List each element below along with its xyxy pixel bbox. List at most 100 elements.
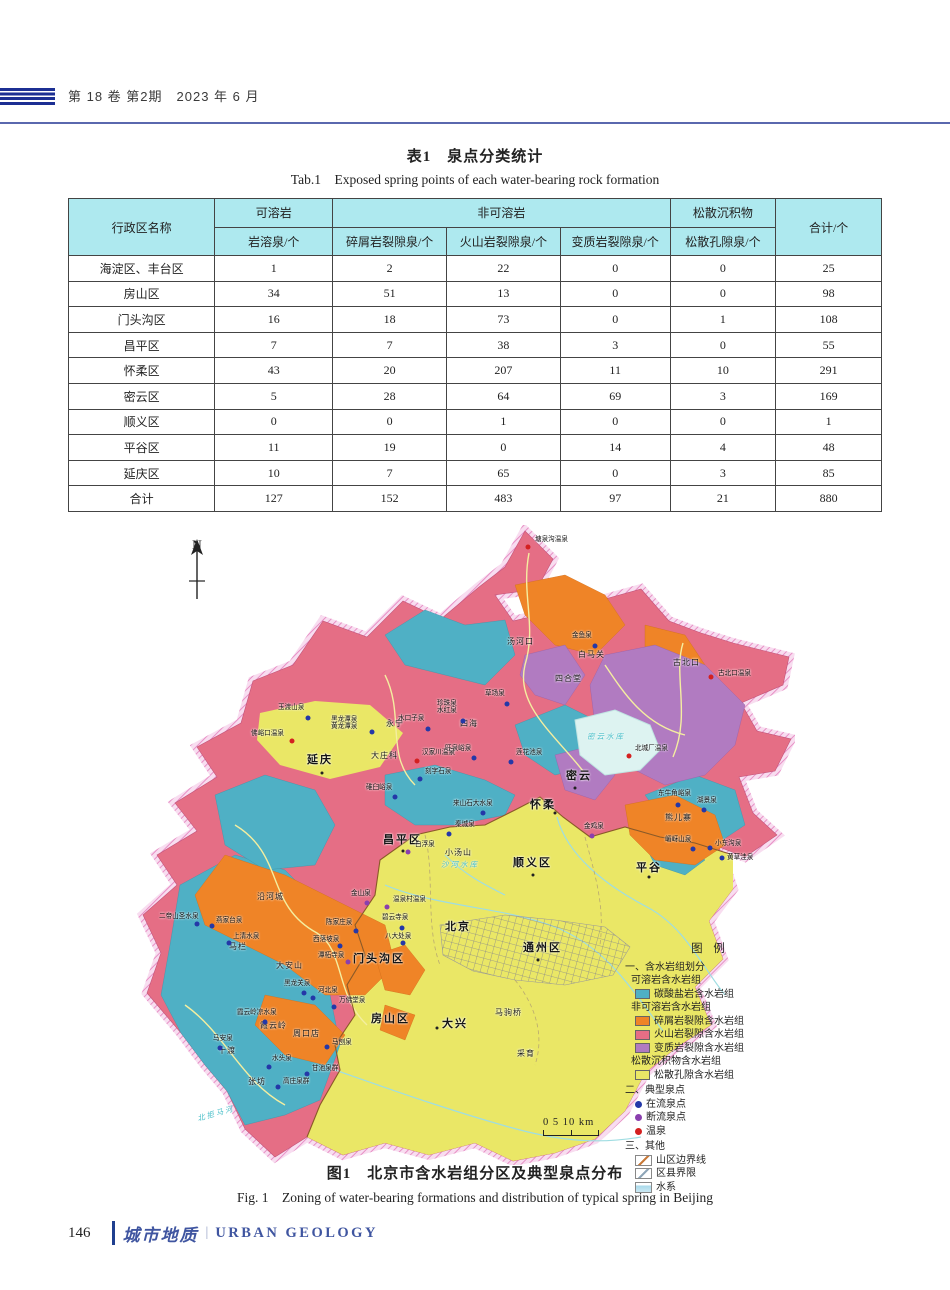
legend-item-label: 山区边界线	[656, 1154, 706, 1166]
table-cell: 69	[559, 382, 671, 410]
legend-county-swatch	[635, 1168, 652, 1180]
legend-section-heading: 三、其他	[625, 1141, 665, 1152]
table-cell: 1	[669, 306, 777, 333]
table-row: 怀柔区 43 20 207 11 10 291	[67, 357, 882, 384]
table-cell: 11	[214, 434, 334, 461]
table-cell: 152	[332, 485, 448, 512]
table-cell: 昌平区	[67, 331, 216, 359]
table-cell: 20	[332, 357, 448, 384]
table-cell: 0	[669, 255, 777, 282]
journal-logo-cn: 城市地质	[122, 1225, 199, 1245]
legend-item-label: 水系	[656, 1181, 676, 1193]
legend-item-label: 碎屑岩裂隙含水岩组	[654, 1015, 744, 1027]
legend-swatch	[635, 1029, 650, 1040]
table-cell: 55	[775, 331, 882, 359]
col-group-insoluble: 非可溶岩	[332, 198, 671, 228]
legend-swatch	[635, 1070, 650, 1081]
scale-label: 0 5 10 km	[543, 1117, 595, 1128]
legend-item-label: 变质岩裂隙含水岩组	[654, 1042, 744, 1054]
table-row: 房山区 34 51 13 0 0 98	[67, 280, 882, 308]
table-row: 密云区 5 28 64 69 3 169	[67, 382, 882, 410]
table-cell: 127	[214, 485, 334, 512]
table-row: 平谷区 11 19 0 14 4 48	[67, 434, 882, 461]
table-cell: 顺义区	[67, 408, 216, 436]
journal-issue-line: 第 18 卷 第2期 2023 年 6 月	[68, 89, 260, 104]
table-cell: 291	[775, 357, 882, 384]
table-title-en: Tab.1 Exposed spring points of each wate…	[290, 172, 660, 187]
legend-item-label: 碳酸盐岩含水岩组	[654, 988, 734, 1000]
table-cell: 0	[669, 408, 777, 436]
table-cell: 19	[332, 434, 448, 461]
table-cell: 0	[446, 434, 561, 461]
table-cell: 海淀区、丰台区	[67, 255, 216, 282]
table-cell: 合计	[67, 485, 216, 512]
legend-item-label: 火山岩裂隙含水岩组	[654, 1029, 744, 1040]
table-cell: 7	[332, 459, 448, 487]
table-cell: 3	[669, 382, 777, 410]
map-figure: N 延庆昌平区怀柔密云顺义区平谷北京通州区大兴房山区门头沟区汤河口白马关四合堂古…	[85, 525, 795, 1193]
legend-point-swatch	[635, 1100, 642, 1108]
table-cell: 0	[332, 408, 448, 436]
col-group-soluble: 可溶岩	[214, 198, 334, 228]
table-cell: 43	[214, 357, 334, 384]
legend-point-swatch	[635, 1127, 642, 1135]
table-cell: 880	[775, 485, 882, 512]
legend-section-heading: 一、含水岩组划分	[625, 961, 705, 973]
table-cell: 98	[775, 280, 882, 308]
col-header-pore: 松散孔隙泉/个	[669, 226, 777, 256]
table-cell: 0	[559, 255, 671, 282]
legend-swatch	[635, 1043, 650, 1054]
scale-bar-line	[543, 1130, 599, 1136]
table-cell: 48	[775, 434, 882, 461]
table-row: 门头沟区 16 18 73 0 1 108	[67, 306, 882, 333]
header-rule	[0, 122, 950, 124]
col-header-volcanic: 火山岩裂隙泉/个	[446, 226, 561, 256]
table-cell: 1	[775, 408, 882, 436]
table-cell: 7	[214, 331, 334, 359]
table-cell: 7	[332, 331, 448, 359]
table-cell: 房山区	[67, 280, 216, 308]
legend-mountain-swatch	[635, 1154, 652, 1166]
table-cell: 平谷区	[67, 434, 216, 461]
figure-caption-cn: 图1 北京市含水岩组分区及典型泉点分布	[326, 1166, 624, 1182]
legend-body: 一、含水岩组划分 可溶岩含水岩组 碳酸盐岩含水岩组 非可溶岩含水岩组 碎屑岩裂隙含水岩组…	[625, 961, 795, 1195]
table-cell: 密云区	[67, 382, 216, 410]
table-cell: 0	[559, 408, 671, 436]
table-cell: 16	[214, 306, 334, 333]
yanqing-basin	[257, 701, 403, 779]
legend-other-item: 水系	[635, 1181, 795, 1195]
legend-point-item: 在流泉点	[635, 1098, 795, 1112]
north-arrow-glyph	[189, 539, 205, 599]
table-cell: 18	[332, 306, 448, 333]
spring-stats-table: 行政区名称 可溶岩 非可溶岩 松散沉积物 合计/个 岩溶泉/个 碎屑岩裂隙泉/个…	[67, 198, 882, 512]
county-boundaries	[424, 834, 602, 1066]
table-row: 延庆区 10 7 65 0 3 85	[67, 459, 882, 487]
col-group-loose: 松散沉积物	[669, 198, 777, 228]
journal-logo-en: URBAN GEOLOGY	[215, 1224, 378, 1241]
table-title-cn: 表1 泉点分类统计	[406, 149, 544, 165]
table-cell: 0	[669, 280, 777, 308]
legend-group-name: 可溶岩含水岩组	[631, 975, 701, 986]
table-cell: 22	[446, 255, 561, 282]
table-cell: 97	[559, 485, 671, 512]
table-body: 海淀区、丰台区 1 2 22 0 0 25 房山区 34 51 13 0 0 98 门头沟区 16 18 73 0 1…	[67, 255, 882, 512]
legend-item: 松散孔隙含水岩组	[635, 1069, 795, 1083]
table-cell: 483	[446, 485, 561, 512]
table-cell: 34	[214, 280, 334, 308]
legend-title: 图 例	[691, 943, 729, 955]
beijing-geology-map	[136, 525, 795, 1165]
scale-bar: 0 5 10 km	[543, 1117, 613, 1136]
legend-point-swatch	[635, 1114, 642, 1122]
col-header-clastic: 碎屑岩裂隙泉/个	[332, 226, 448, 256]
table-cell: 0	[559, 459, 671, 487]
table-cell: 207	[446, 357, 561, 384]
legend-water-swatch	[635, 1181, 652, 1193]
col-header-metamorphic: 变质岩裂隙泉/个	[559, 226, 671, 256]
table-cell: 169	[775, 382, 882, 410]
table-cell: 73	[446, 306, 561, 333]
legend-point-item: 断流泉点	[635, 1111, 795, 1125]
table-cell: 21	[669, 485, 777, 512]
legend-group-name: 松散沉积物含水岩组	[631, 1056, 721, 1067]
legend-item-label: 温泉	[646, 1125, 666, 1137]
table-cell: 0	[214, 408, 334, 436]
